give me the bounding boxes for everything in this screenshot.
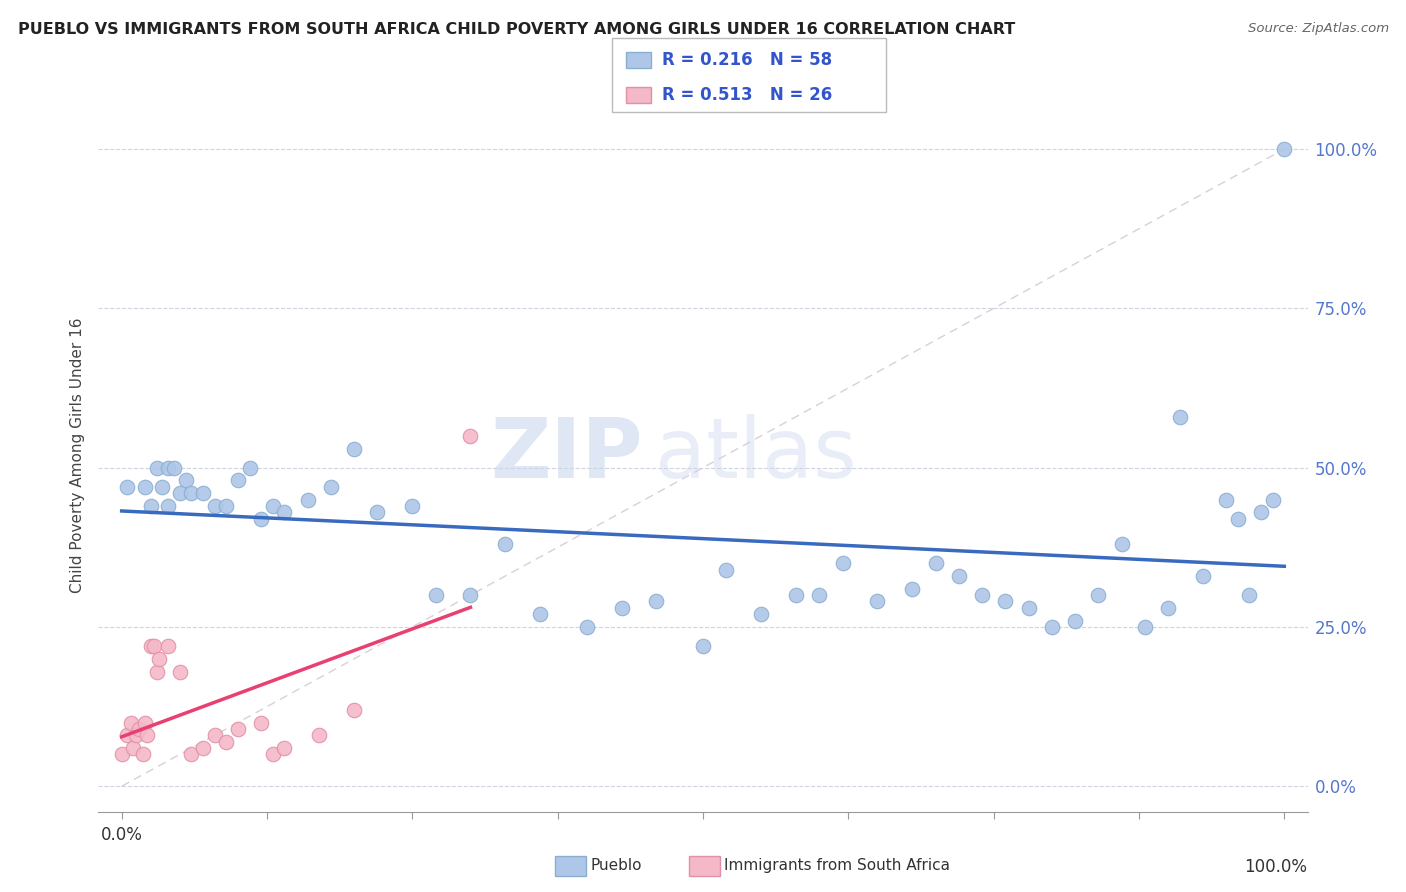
- Text: atlas: atlas: [655, 415, 856, 495]
- Point: [226, 474, 249, 488]
- Point: [204, 499, 226, 513]
- Point: [273, 741, 295, 756]
- Point: [494, 537, 516, 551]
- Text: 100.0%: 100.0%: [1244, 858, 1308, 876]
- Point: [157, 460, 180, 475]
- Point: [239, 460, 262, 475]
- Point: [692, 639, 714, 653]
- Point: [124, 728, 146, 742]
- Point: [215, 499, 238, 513]
- Point: [1226, 511, 1249, 525]
- Point: [180, 747, 202, 762]
- Point: [785, 588, 807, 602]
- Point: [970, 588, 993, 602]
- Point: [425, 588, 447, 602]
- Point: [120, 715, 142, 730]
- Point: [924, 556, 946, 570]
- Point: [460, 588, 482, 602]
- Point: [1040, 620, 1063, 634]
- Point: [163, 460, 186, 475]
- Point: [1261, 492, 1284, 507]
- Point: [134, 480, 156, 494]
- Point: [117, 480, 139, 494]
- Point: [191, 486, 214, 500]
- Point: [1215, 492, 1237, 507]
- Point: [948, 569, 970, 583]
- Point: [148, 652, 170, 666]
- Point: [262, 747, 284, 762]
- Point: [1250, 505, 1272, 519]
- Point: [808, 588, 831, 602]
- Point: [901, 582, 924, 596]
- Point: [226, 722, 249, 736]
- Point: [139, 499, 162, 513]
- Point: [366, 505, 388, 519]
- Text: ZIP: ZIP: [491, 415, 643, 495]
- Point: [994, 594, 1017, 608]
- Point: [150, 480, 173, 494]
- Point: [139, 639, 162, 653]
- Point: [136, 728, 159, 742]
- Point: [319, 480, 342, 494]
- Point: [131, 747, 153, 762]
- Point: [1064, 614, 1087, 628]
- Point: [308, 728, 330, 742]
- Point: [215, 734, 238, 748]
- Point: [145, 460, 167, 475]
- Text: Immigrants from South Africa: Immigrants from South Africa: [724, 858, 950, 872]
- Point: [143, 639, 166, 653]
- Point: [128, 722, 150, 736]
- Point: [831, 556, 853, 570]
- Text: R = 0.216   N = 58: R = 0.216 N = 58: [662, 52, 832, 70]
- Point: [1239, 588, 1261, 602]
- Point: [343, 442, 366, 456]
- Point: [262, 499, 284, 513]
- Point: [1168, 409, 1191, 424]
- Point: [1192, 569, 1215, 583]
- Point: [157, 639, 180, 653]
- Point: [297, 492, 319, 507]
- Point: [610, 600, 633, 615]
- Point: [1018, 600, 1040, 615]
- Point: [169, 486, 191, 500]
- Point: [716, 563, 738, 577]
- Point: [1157, 600, 1180, 615]
- Y-axis label: Child Poverty Among Girls Under 16: Child Poverty Among Girls Under 16: [69, 318, 84, 592]
- Text: Source: ZipAtlas.com: Source: ZipAtlas.com: [1249, 22, 1389, 36]
- Point: [401, 499, 423, 513]
- Point: [529, 607, 551, 622]
- Point: [273, 505, 295, 519]
- Point: [575, 620, 598, 634]
- Point: [645, 594, 668, 608]
- Point: [145, 665, 167, 679]
- Point: [343, 703, 366, 717]
- Point: [1133, 620, 1156, 634]
- Point: [749, 607, 772, 622]
- Text: PUEBLO VS IMMIGRANTS FROM SOUTH AFRICA CHILD POVERTY AMONG GIRLS UNDER 16 CORREL: PUEBLO VS IMMIGRANTS FROM SOUTH AFRICA C…: [18, 22, 1015, 37]
- Text: R = 0.513   N = 26: R = 0.513 N = 26: [662, 87, 832, 104]
- Point: [117, 728, 139, 742]
- Point: [191, 741, 214, 756]
- Point: [866, 594, 889, 608]
- Point: [180, 486, 202, 500]
- Point: [111, 747, 134, 762]
- Point: [1272, 142, 1295, 156]
- Point: [174, 474, 197, 488]
- Point: [1111, 537, 1133, 551]
- Point: [460, 429, 482, 443]
- Text: Pueblo: Pueblo: [591, 858, 643, 872]
- Point: [250, 511, 273, 525]
- Point: [134, 715, 156, 730]
- Point: [250, 715, 273, 730]
- Point: [204, 728, 226, 742]
- Point: [169, 665, 191, 679]
- Point: [157, 499, 180, 513]
- Point: [1087, 588, 1109, 602]
- Point: [122, 741, 145, 756]
